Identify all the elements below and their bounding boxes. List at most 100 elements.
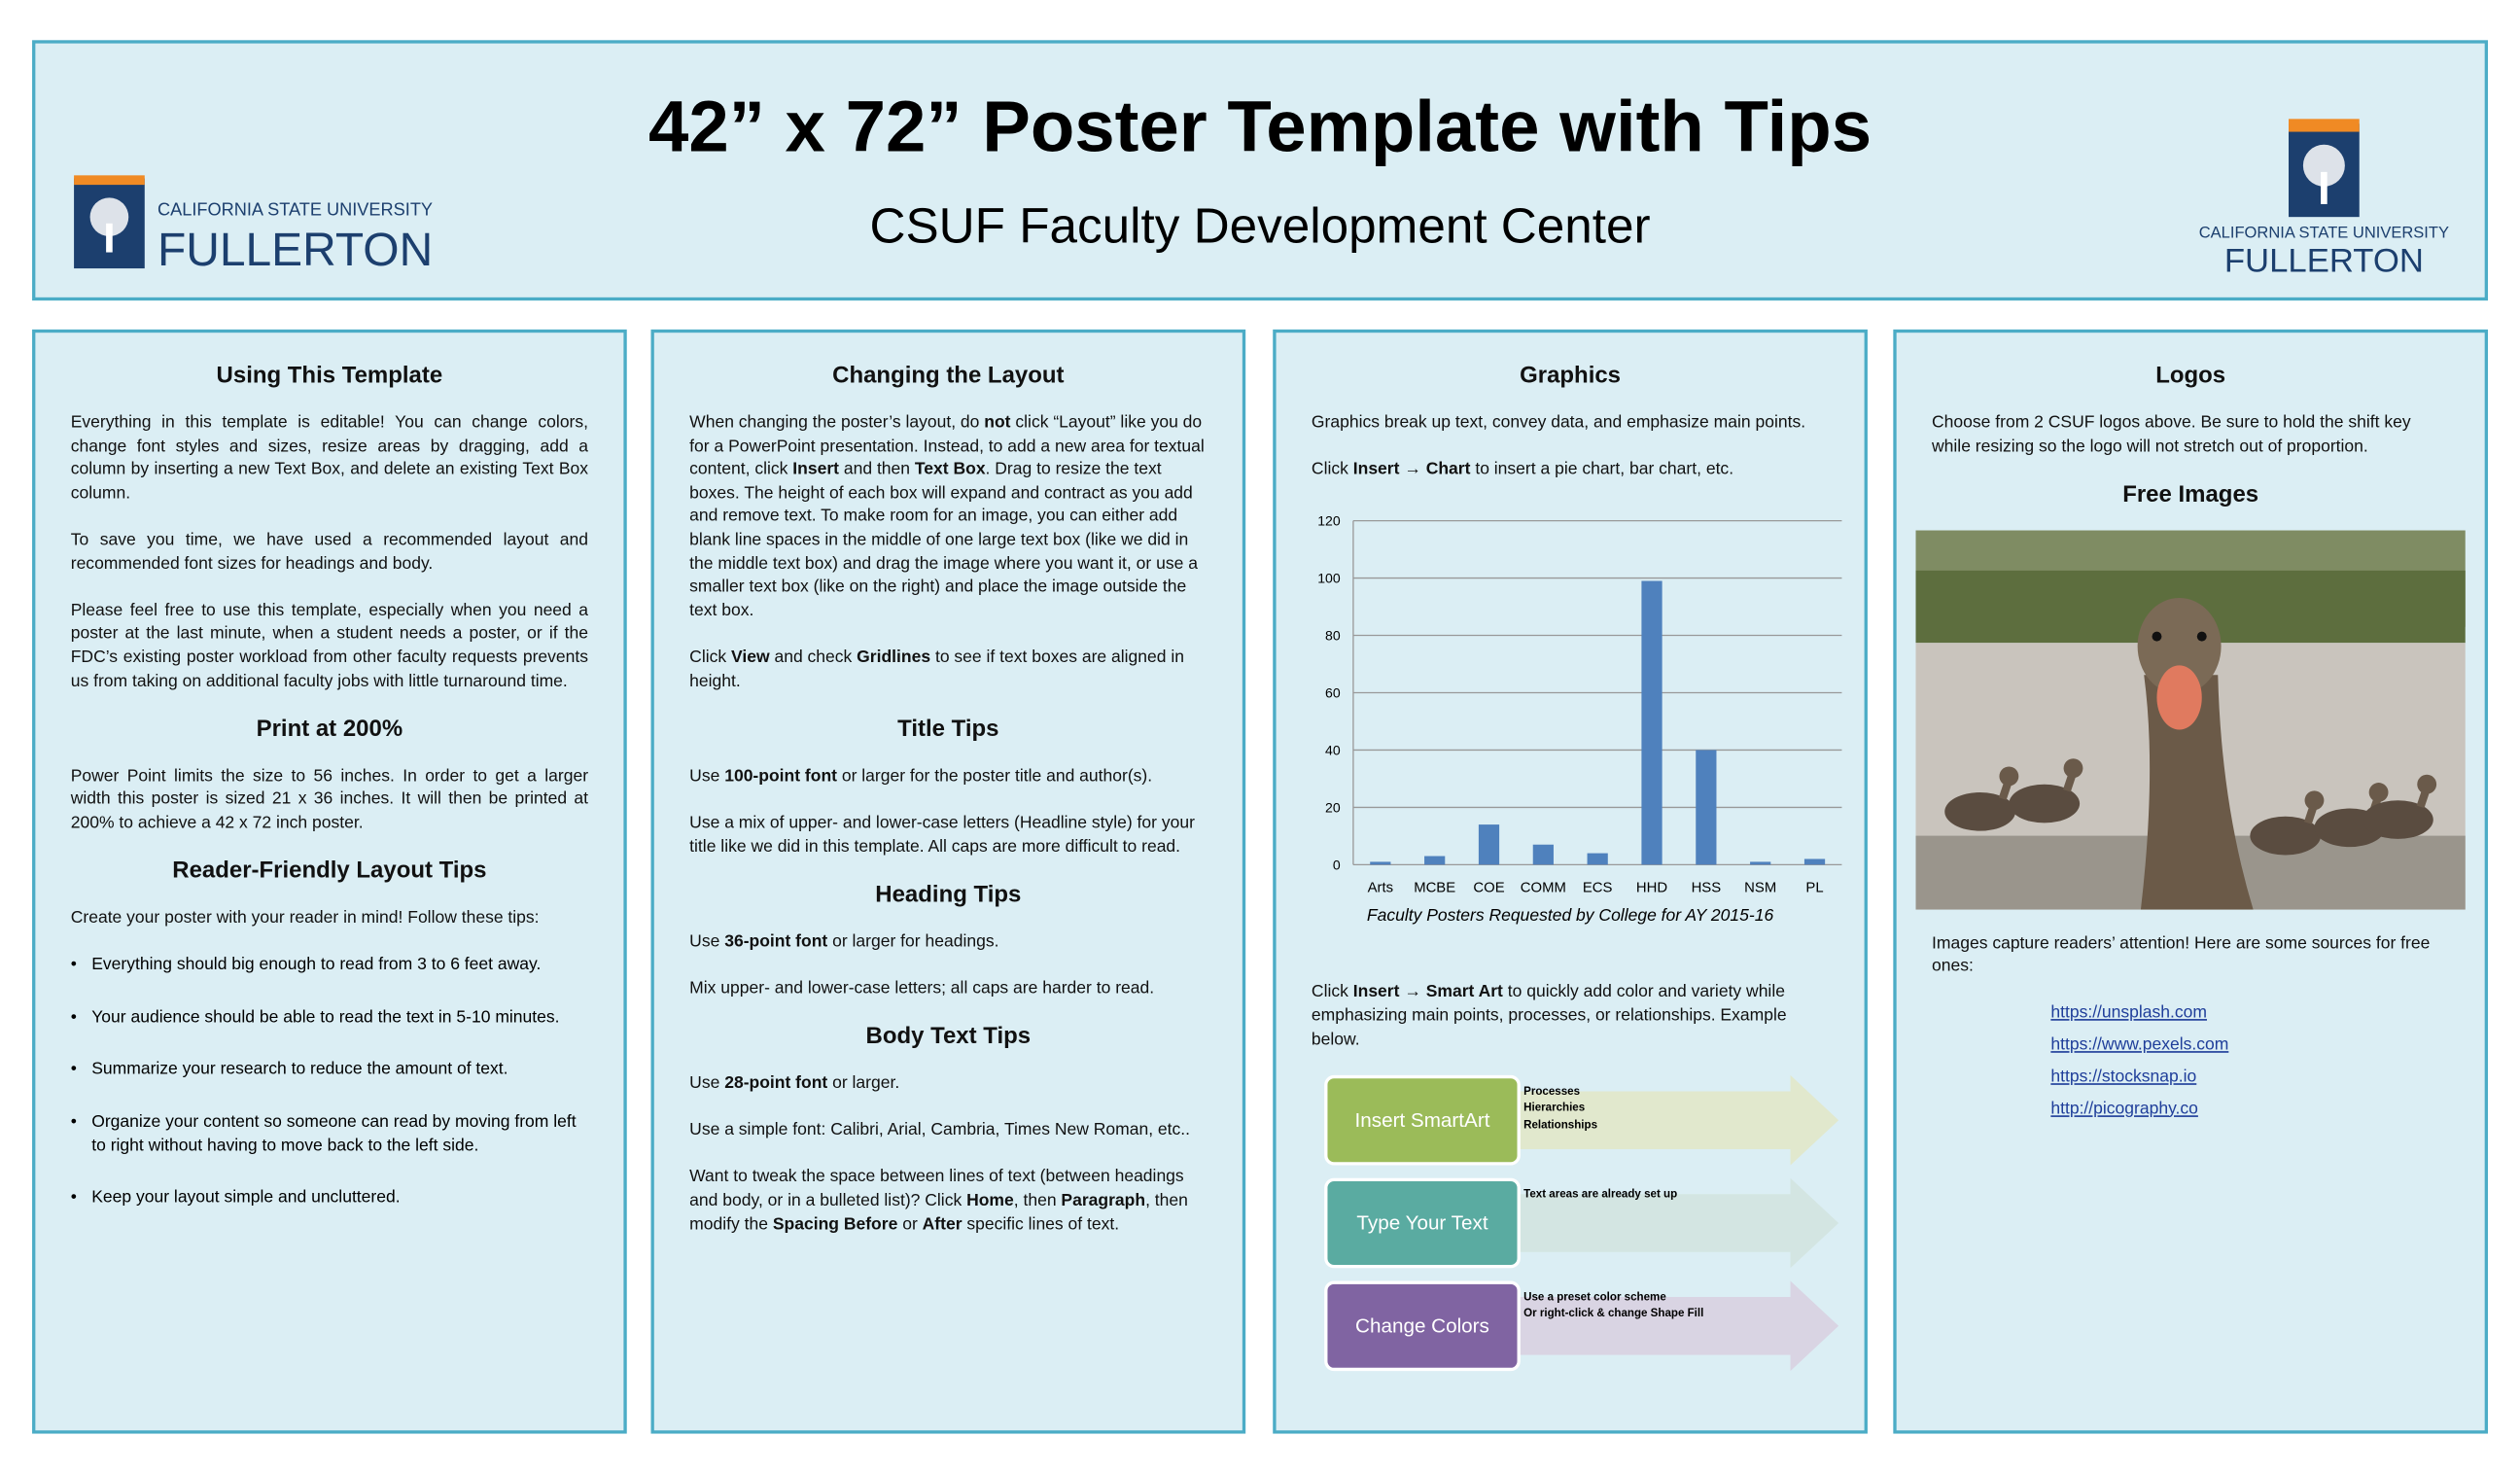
x-tick-label: COE (1473, 881, 1504, 896)
bullet: Organize your content so someone can rea… (71, 1110, 588, 1157)
text-run: , then (1013, 1190, 1062, 1210)
link[interactable]: https://www.pexels.com (2050, 1033, 2229, 1054)
text-run: Use (689, 931, 725, 952)
chart-caption: Faculty Posters Requested by College for… (1366, 906, 1774, 927)
text-run: Click (1311, 982, 1353, 1002)
goose-neck (2303, 801, 2319, 824)
text-run: . Drag to resize the text boxes. The hei… (689, 460, 1198, 620)
x-tick-label: ECS (1583, 881, 1613, 896)
goose-head (2063, 757, 2083, 778)
text-run: Images capture readers’ attention! Here … (1932, 933, 2431, 977)
text-run: Choose from 2 CSUF logos above. Be sure … (1932, 412, 2411, 456)
paragraph: Choose from 2 CSUF logos above. Be sure … (1932, 411, 2449, 458)
logo-line2: FULLERTON (158, 225, 433, 275)
bold-run: Gridlines (857, 648, 931, 667)
smartart-bullet: Or right-click & change Shape Fill (1523, 1309, 1704, 1320)
link[interactable]: https://unsplash.com (2050, 1001, 2207, 1022)
smartart-label: Type Your Text (1324, 1177, 1521, 1268)
text-run: Click (1311, 460, 1353, 479)
paragraph: Power Point limits the size to 56 inches… (71, 764, 588, 834)
bold-run: View (731, 648, 770, 667)
y-tick-label: 60 (1325, 685, 1341, 701)
smartart-label: Change Colors (1324, 1280, 1521, 1371)
text-run: or larger. (827, 1073, 900, 1094)
text-run: Graphics break up text, convey data, and… (1311, 412, 1806, 433)
smartart-arrow (1485, 1177, 1839, 1268)
logo-left: CALIFORNIA STATE UNIVERSITY FULLERTON (74, 175, 433, 275)
goose-eye (2152, 631, 2162, 642)
bar (1478, 824, 1500, 865)
logo-line2: FULLERTON (2224, 242, 2424, 279)
bold-run: 100-point font (724, 766, 837, 786)
text-run: Want to tweak the space between lines of… (689, 1167, 1184, 1210)
x-tick-label: HSS (1692, 881, 1722, 896)
text-run: Use a mix of upper- and lower-case lette… (689, 813, 1195, 857)
smartart-bullet: Text areas are already set up (1523, 1188, 1678, 1201)
paragraph: To save you time, we have used a recomme… (71, 529, 588, 576)
column: Logos Choose from 2 CSUF logos above. Be … (1893, 329, 2488, 1434)
paragraph: Graphics break up text, convey data, and… (1312, 411, 1829, 435)
column: Using This Template Everything in this te… (32, 329, 627, 1434)
text-run: Use (689, 766, 725, 786)
text-run: Please feel free to use this template, e… (70, 600, 589, 691)
bold-run: Paragraph (1061, 1190, 1146, 1210)
x-tick-label: MCBE (1414, 881, 1455, 896)
bar (1424, 857, 1446, 865)
goose-neck (2416, 786, 2432, 808)
goose-head (2368, 782, 2389, 802)
link[interactable]: https://stocksnap.io (2050, 1066, 2197, 1086)
heading: Reader-Friendly Layout Tips (172, 858, 487, 885)
x-tick-label: HHD (1636, 881, 1667, 896)
heading: Heading Tips (875, 882, 1022, 908)
bar (1750, 862, 1771, 865)
heading: Graphics (1520, 363, 1622, 390)
text-run: → (1399, 982, 1426, 1002)
paragraph: Click Insert → Smart Art to quickly add … (1312, 981, 1829, 1051)
title: 42” x 72” Poster Template with Tips (648, 85, 1872, 167)
text-run: specific lines of text. (962, 1214, 1120, 1234)
paragraph: Use a simple font: Calibri, Arial, Cambr… (689, 1119, 1207, 1142)
paragraph: Please feel free to use this template, e… (71, 599, 588, 692)
paragraph: Click View and check Gridlines to see if… (689, 646, 1207, 692)
text-run: or larger for the poster title and autho… (836, 766, 1153, 786)
text-run: Use a simple font: Calibri, Arial, Cambr… (689, 1120, 1191, 1140)
bold-run: After (922, 1214, 962, 1234)
text-run: → (1399, 460, 1426, 479)
text-run: or (897, 1214, 923, 1234)
paragraph: Use 36-point font or larger for headings… (689, 930, 1207, 954)
heading: Changing the Layout (832, 363, 1065, 390)
smartart-bullet: Processes (1523, 1086, 1581, 1098)
bold-run: Insert (1352, 982, 1400, 1002)
y-tick-label: 0 (1333, 858, 1341, 873)
bold-run: Smart Art (1425, 982, 1503, 1002)
paragraph: Use 100-point font or larger for the pos… (689, 764, 1207, 788)
goose-eye (2196, 631, 2207, 642)
bullet: Your audience should be able to read the… (71, 1006, 588, 1030)
paragraph: Want to tweak the space between lines of… (689, 1166, 1207, 1236)
bar-chart: 0 20 40 60 80 100 120 Arts MCBE COE COMM ECS HHD HSS N… (1317, 513, 1842, 896)
bold-run: 36-point font (724, 931, 828, 952)
bold-run: Chart (1425, 460, 1471, 479)
bullet: Summarize your research to reduce the am… (71, 1059, 588, 1082)
smartart-bullets: Use a preset color scheme Or right-click … (1523, 1290, 1703, 1324)
text-run: click “Layout” like you do for a PowerPo… (689, 412, 1205, 479)
goose-neck (2062, 769, 2078, 792)
text-run: Everything in this template is editable!… (70, 412, 589, 504)
smartart-bullet: Hierarchies (1523, 1103, 1586, 1115)
paragraph: Everything in this template is editable!… (71, 411, 588, 505)
text-run: to insert a pie chart, bar chart, etc. (1470, 460, 1734, 479)
column: Graphics Graphics break up text, convey d… (1273, 329, 1868, 1434)
link[interactable]: http://picography.co (2050, 1098, 2198, 1118)
text-run: Mix upper- and lower-case letters; all c… (689, 978, 1155, 998)
bar (1641, 581, 1662, 865)
heading: Title Tips (897, 716, 999, 743)
y-tick-label: 100 (1317, 571, 1341, 586)
bold-run: Text Box (914, 460, 986, 479)
arrow-shape (1485, 1074, 1839, 1166)
y-tick-label: 80 (1325, 628, 1341, 644)
smartart-bullet: Relationships (1523, 1119, 1598, 1132)
text-run: and check (769, 648, 858, 667)
paragraph: Click Insert → Chart to insert a pie cha… (1312, 458, 1829, 481)
paragraph: Use 28-point font or larger. (689, 1072, 1207, 1096)
